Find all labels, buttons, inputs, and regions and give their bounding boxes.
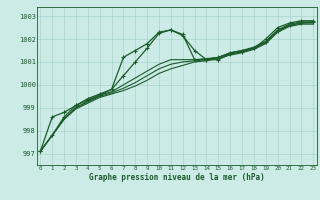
X-axis label: Graphe pression niveau de la mer (hPa): Graphe pression niveau de la mer (hPa) <box>89 173 265 182</box>
